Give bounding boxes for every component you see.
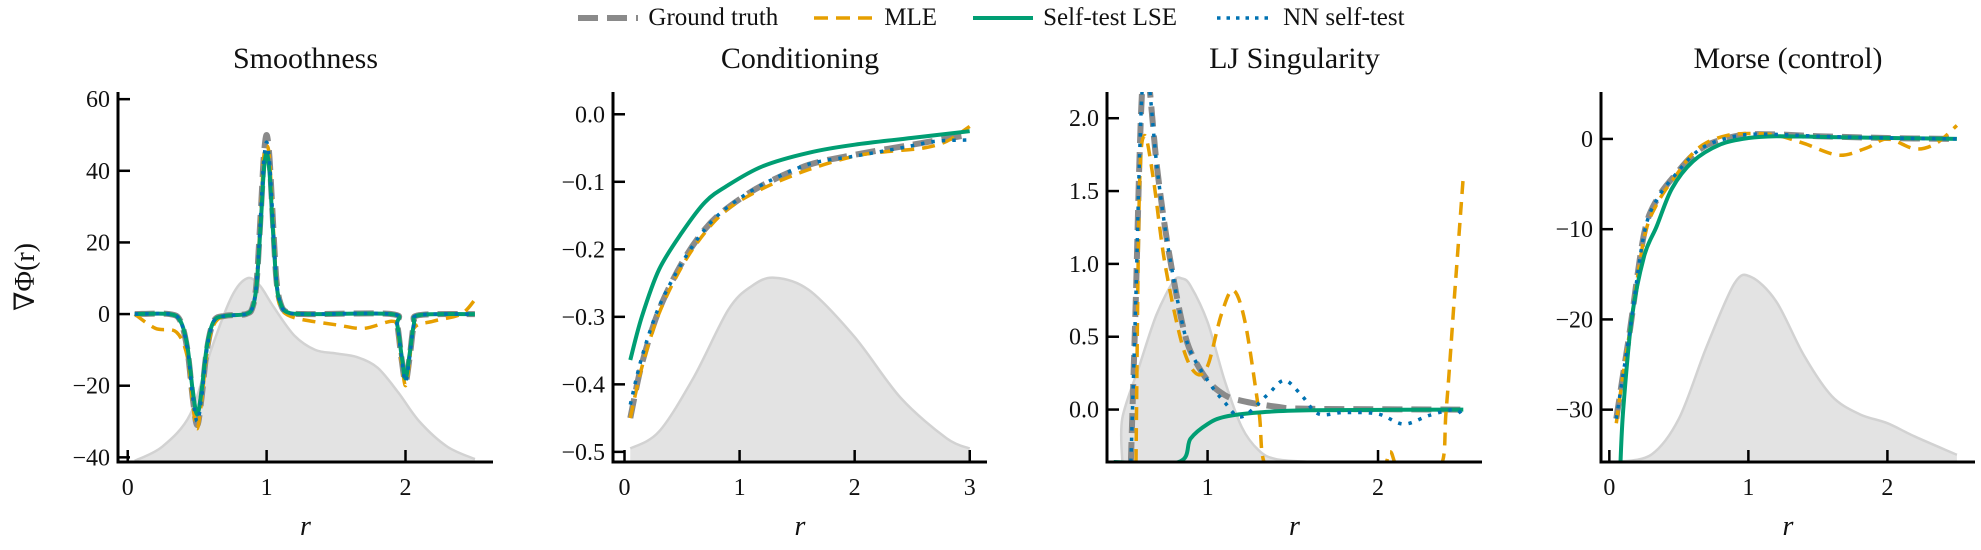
x-axis-label: r bbox=[1783, 511, 1794, 542]
y-tick-label: 0 bbox=[98, 302, 110, 328]
x-axis-label: r bbox=[1289, 511, 1300, 542]
y-axis-label: ∇Φ(r) bbox=[10, 243, 41, 311]
density-fill bbox=[134, 277, 475, 462]
legend-item-self-test-lse: Self-test LSE bbox=[971, 4, 1177, 32]
legend-item-nn-self-test: NN self-test bbox=[1211, 4, 1405, 32]
panel-title: LJ Singularity bbox=[1209, 42, 1380, 75]
y-tick-label: −0.3 bbox=[561, 305, 605, 331]
y-tick-label: −0.4 bbox=[561, 372, 605, 398]
legend-swatch-mle bbox=[814, 16, 875, 20]
panel-lj-singularity: 1 2 0.0 0.5 1.0 1.5 2.0 LJ Singularity r bbox=[1069, 42, 1482, 542]
x-tick-label: 0 bbox=[1603, 475, 1615, 501]
series-nn-self-test bbox=[628, 138, 970, 406]
y-tick-label: 0.0 bbox=[1069, 398, 1099, 424]
x-axis-label: r bbox=[795, 511, 806, 542]
x-tick-label: 0 bbox=[619, 475, 631, 501]
legend-label: MLE bbox=[884, 4, 938, 31]
series-mle bbox=[1134, 133, 1466, 462]
x-tick-label: 0 bbox=[122, 475, 134, 501]
x-tick-label: 1 bbox=[734, 475, 746, 501]
series-mle bbox=[133, 143, 477, 431]
y-tick-label: 1.5 bbox=[1069, 179, 1099, 205]
y-tick-label: −0.1 bbox=[561, 170, 605, 196]
legend-swatch-ground-truth bbox=[578, 15, 639, 21]
legend: Ground truth MLE Self-test LSE NN self-t… bbox=[0, 4, 1981, 32]
x-tick-label: 1 bbox=[1202, 475, 1214, 501]
series-ground-truth bbox=[1127, 92, 1464, 462]
series-self-test-lse bbox=[134, 150, 475, 417]
density-fill bbox=[630, 277, 970, 462]
y-tick-label: −30 bbox=[1555, 398, 1593, 424]
x-tick-label: 2 bbox=[400, 475, 412, 501]
density-fill bbox=[1121, 277, 1310, 462]
density-outline bbox=[1119, 276, 1310, 462]
legend-label: Self-test LSE bbox=[1043, 4, 1178, 31]
y-tick-label: 0 bbox=[1581, 127, 1593, 153]
legend-item-ground-truth: Ground truth bbox=[576, 4, 778, 32]
series-self-test-lse bbox=[628, 129, 970, 361]
x-tick-label: 2 bbox=[849, 475, 861, 501]
y-tick-label: 0.0 bbox=[575, 102, 605, 128]
legend-swatch-self-test-lse bbox=[973, 16, 1034, 20]
y-tick-label: −10 bbox=[1555, 217, 1593, 243]
y-tick-label: −20 bbox=[1555, 307, 1593, 333]
density-outline bbox=[1616, 273, 1958, 462]
x-axis-label: r bbox=[300, 511, 311, 542]
y-tick-label: 60 bbox=[86, 87, 110, 113]
panel-title: Smoothness bbox=[233, 42, 378, 75]
x-tick-label: 2 bbox=[1881, 475, 1893, 501]
panel-morse-control: 0 1 2 −30 −20 −10 0 Morse (control) r bbox=[1555, 42, 1975, 542]
x-tick-label: 2 bbox=[1372, 475, 1384, 501]
x-tick-label: 1 bbox=[1742, 475, 1754, 501]
y-tick-label: 40 bbox=[86, 159, 110, 185]
series-self-test-lse bbox=[1618, 134, 1957, 462]
y-tick-label: −40 bbox=[72, 445, 110, 471]
panel-title: Conditioning bbox=[721, 42, 879, 75]
panel-title: Morse (control) bbox=[1693, 42, 1882, 75]
y-tick-label: 20 bbox=[86, 230, 110, 256]
y-tick-label: −20 bbox=[72, 374, 110, 400]
panel-conditioning: 0 1 2 3 −0.5 −0.4 −0.3 −0.2 −0.1 0.0 Conditioning r bbox=[561, 42, 987, 542]
density-fill bbox=[1616, 274, 1957, 462]
series-nn-self-test bbox=[1614, 132, 1957, 419]
x-tick-label: 3 bbox=[964, 475, 976, 501]
y-tick-label: 0.5 bbox=[1069, 325, 1099, 351]
y-tick-label: −0.2 bbox=[561, 237, 605, 263]
y-tick-label: 2.0 bbox=[1069, 106, 1099, 132]
legend-item-mle: MLE bbox=[812, 4, 937, 32]
x-tick-label: 1 bbox=[261, 475, 273, 501]
density-outline bbox=[629, 276, 971, 450]
series-mle bbox=[628, 124, 971, 419]
panel-smoothness: 0 1 2 −40 −20 0 20 40 60 Smoothness r ∇Φ(r) bbox=[10, 42, 493, 542]
legend-label: Ground truth bbox=[648, 4, 779, 31]
legend-label: NN self-test bbox=[1283, 4, 1405, 31]
y-tick-label: 1.0 bbox=[1069, 252, 1099, 278]
y-tick-label: −0.5 bbox=[561, 440, 605, 466]
